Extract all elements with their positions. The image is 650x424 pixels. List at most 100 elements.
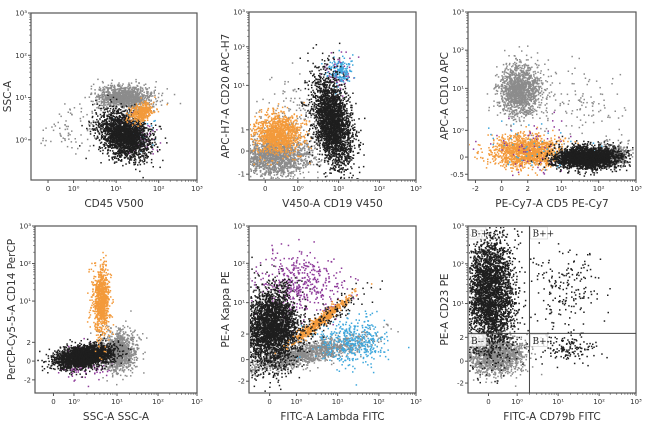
data-point [111,84,113,87]
data-point [137,121,139,123]
data-point [294,154,296,156]
data-point [103,94,106,97]
data-point [275,168,277,171]
data-point [111,130,114,132]
data-point [135,152,137,155]
data-point [139,156,142,158]
data-point [135,101,137,103]
data-point [159,166,161,169]
data-point [91,115,94,118]
data-point [100,131,103,134]
data-point [148,140,150,143]
data-point [123,115,126,118]
data-point [141,112,143,115]
data-point [131,126,134,129]
data-point [67,134,69,137]
data-point [103,106,105,108]
data-point [154,86,157,88]
data-point [128,107,130,109]
data-point [119,116,121,118]
data-point [108,113,110,116]
data-point [274,167,277,169]
data-point [112,123,114,125]
data-point [136,131,138,134]
data-point [130,156,133,158]
data-point [116,133,119,136]
data-point [141,118,143,120]
data-point [114,119,116,122]
data-point [120,143,123,145]
data-point [243,161,245,163]
data-point [105,140,108,142]
data-point [107,139,109,142]
data-point [134,112,136,114]
data-point [125,101,127,103]
data-point [133,111,136,114]
data-point [139,121,141,124]
data-point [304,163,307,166]
data-point [135,149,137,152]
data-point [110,96,112,98]
data-point [106,131,109,133]
data-point [128,152,131,154]
data-point [132,118,135,120]
data-point [118,150,120,152]
data-point [128,96,130,99]
data-point [111,119,114,121]
data-point [129,85,131,87]
points-layer [243,42,366,179]
data-point [139,100,142,102]
data-point [114,131,116,133]
data-point [89,128,91,130]
data-point [109,93,111,96]
data-point [152,127,154,129]
data-point [150,95,152,97]
data-point [141,90,144,92]
data-point [137,136,140,139]
data-point [290,157,292,159]
data-point [143,112,145,114]
data-point [115,93,117,96]
data-point [121,133,123,135]
data-point [97,124,99,127]
data-point [161,94,163,97]
data-point [141,119,143,122]
data-point [127,145,129,148]
data-point [292,178,294,179]
data-point [153,92,155,94]
data-point [135,148,138,150]
data-point [120,152,122,154]
data-point [115,127,117,130]
data-point [122,135,125,137]
data-point [259,171,262,173]
data-point [122,141,125,143]
data-point [136,144,139,146]
data-point [158,125,161,128]
data-point [292,142,294,144]
data-point [121,121,123,124]
data-point [45,139,47,142]
data-point [140,105,143,108]
data-point [143,91,145,94]
data-point [126,98,128,101]
data-point [90,128,93,130]
data-point [134,144,137,146]
data-point [110,126,112,128]
data-point [102,95,104,98]
data-point [122,87,125,90]
data-point [132,120,134,122]
data-point [112,158,114,161]
data-point [134,104,137,107]
data-point [113,136,115,139]
data-point [109,122,111,125]
data-point [148,95,150,98]
data-point [107,96,110,98]
data-point [146,97,148,100]
data-point [263,173,265,175]
data-point [132,156,134,158]
data-point [151,106,153,109]
data-point [147,138,150,140]
data-point [136,106,138,108]
data-point [133,159,135,162]
data-point [121,96,124,98]
